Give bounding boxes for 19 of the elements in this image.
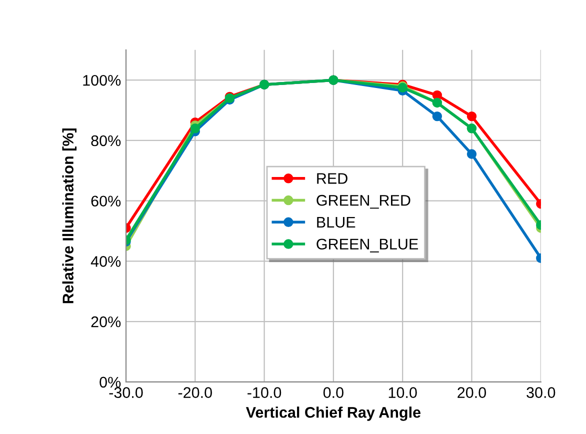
legend-label: GREEN_RED [316,194,410,209]
y-tick-label: 80% [91,135,121,146]
y-tick-label: 40% [90,256,121,267]
x-tick-label: -10.0 [248,387,282,398]
y-tick-label: 60% [91,196,121,207]
legend-label: BLUE [317,216,356,228]
x-tick-label: 20.0 [458,387,486,398]
x-tick-label: -30.0 [109,387,143,398]
x-tick-label: 10.0 [388,387,417,398]
x-tick-label: -20.0 [178,387,212,398]
y-tick-label: 0% [100,376,121,388]
x-axis-title: Vertical Chief Ray Angle [246,406,421,421]
x-tick-label: 0.0 [323,387,344,398]
y-axis-title: Relative Illumination [%] [62,128,76,304]
x-tick-label: 30.0 [526,387,556,398]
legend-label: GREEN_BLUE [316,238,418,252]
y-tick-label: 100% [83,74,121,86]
legend-label: RED [317,173,348,184]
y-tick-label: 20% [91,316,121,328]
